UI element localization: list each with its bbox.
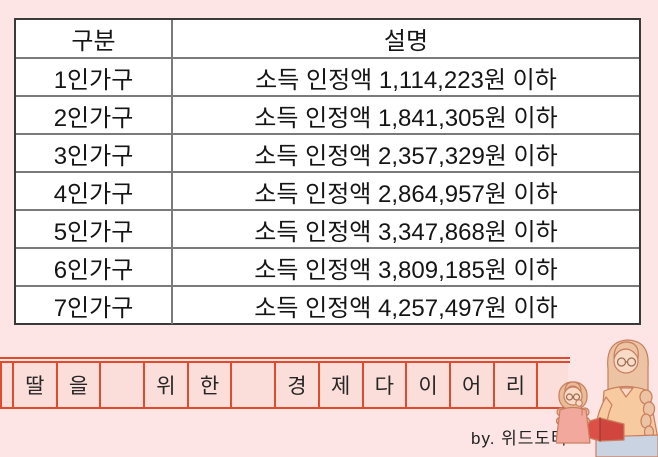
banner-double-line xyxy=(0,357,570,363)
income-threshold-cell: 소득 인정액 4,257,497원 이하 xyxy=(171,285,639,324)
banner-character-cell: 한 xyxy=(189,363,233,407)
household-size-cell: 3인가구 xyxy=(16,133,173,173)
table-row: 1인가구 소득 인정액 1,114,223원 이하 xyxy=(16,57,639,97)
table-row: 3인가구 소득 인정액 2,357,329원 이하 xyxy=(16,133,639,173)
table-row: 4인가구 소득 인정액 2,864,957원 이하 xyxy=(16,171,639,211)
header-description: 설명 xyxy=(171,20,639,59)
banner-character-cell: 경 xyxy=(276,363,320,407)
income-table: 구분 설명 1인가구 소득 인정액 1,114,223원 이하 2인가구 소득 인정액… xyxy=(16,20,639,324)
banner-empty-cell xyxy=(2,363,14,407)
banner-character-cell: 어 xyxy=(451,363,495,407)
banner-character-cell: 위 xyxy=(145,363,189,407)
household-size-cell: 6인가구 xyxy=(16,247,173,287)
table-row: 6인가구 소득 인정액 3,809,185원 이하 xyxy=(16,247,639,287)
glasses-icon xyxy=(616,357,637,367)
household-size-cell: 7인가구 xyxy=(16,285,173,324)
banner-character-cell: 제 xyxy=(320,363,364,407)
income-threshold-cell: 소득 인정액 1,841,305원 이하 xyxy=(171,95,639,135)
table-row: 5인가구 소득 인정액 3,347,868원 이하 xyxy=(16,209,639,249)
table-row: 2인가구 소득 인정액 1,841,305원 이하 xyxy=(16,95,639,135)
header-category: 구분 xyxy=(16,20,173,59)
household-size-cell: 5인가구 xyxy=(16,209,173,249)
table-row: 7인가구 소득 인정액 4,257,497원 이하 xyxy=(16,285,639,324)
income-threshold-cell: 소득 인정액 1,114,223원 이하 xyxy=(171,57,639,97)
banner-character-cell: 다 xyxy=(364,363,408,407)
household-size-cell: 1인가구 xyxy=(16,57,173,97)
banner-character-cell: 이 xyxy=(407,363,451,407)
banner-character-cell: 딸 xyxy=(14,363,58,407)
income-threshold-cell: 소득 인정액 2,357,329원 이하 xyxy=(171,133,639,173)
author-signature: by. 위드도터 xyxy=(471,429,568,448)
income-threshold-cell: 소득 인정액 2,864,957원 이하 xyxy=(171,171,639,211)
table-header-row: 구분 설명 xyxy=(16,20,639,59)
income-threshold-cell: 소득 인정액 3,809,185원 이하 xyxy=(171,247,639,287)
income-threshold-cell: 소득 인정액 3,347,868원 이하 xyxy=(171,209,639,249)
income-table-frame: 구분 설명 1인가구 소득 인정액 1,114,223원 이하 2인가구 소득 인정액… xyxy=(14,18,641,325)
banner-empty-cell xyxy=(101,363,146,407)
household-size-cell: 2인가구 xyxy=(16,95,173,135)
banner-character-cell: 을 xyxy=(58,363,102,407)
income-table-body: 1인가구 소득 인정액 1,114,223원 이하 2인가구 소득 인정액 1,841… xyxy=(16,57,639,324)
banner-character-cell: 리 xyxy=(495,363,539,407)
household-size-cell: 4인가구 xyxy=(16,171,173,211)
banner-empty-cell xyxy=(232,363,277,407)
glasses-icon xyxy=(565,393,581,401)
mother-daughter-reading-illustration xyxy=(556,339,658,457)
